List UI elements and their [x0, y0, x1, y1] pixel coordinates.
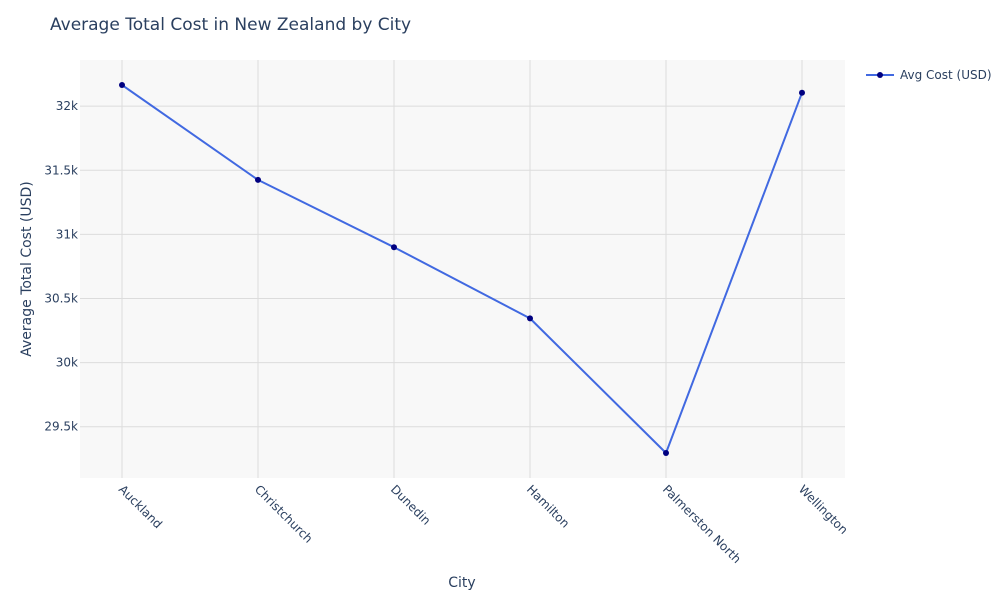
x-axis-ticks: Auckland Christchurch Dunedin Hamilton Palme… [116, 482, 851, 566]
x-axis-title: City [448, 575, 475, 591]
x-tick-label: Auckland [116, 482, 165, 531]
x-tick-label: Wellington [796, 482, 851, 537]
data-point[interactable] [255, 176, 261, 183]
chart-title: Average Total Cost in New Zealand by Cit… [50, 15, 411, 35]
legend-label: Avg Cost (USD) [900, 68, 992, 82]
y-tick-label: 30.5k [44, 291, 78, 305]
y-tick-label: 29.5k [44, 420, 78, 434]
data-point[interactable] [799, 89, 805, 96]
plot-area [80, 60, 845, 478]
x-tick-label: Palmerston North [660, 482, 744, 566]
data-point[interactable] [119, 82, 125, 89]
grid [80, 60, 845, 478]
y-tick-label: 31k [56, 227, 78, 241]
y-tick-label: 32k [56, 99, 78, 113]
data-point[interactable] [527, 315, 533, 322]
x-tick-label: Dunedin [388, 482, 434, 528]
y-axis-title: Average Total Cost (USD) [19, 181, 35, 357]
y-tick-label: 31.5k [44, 163, 78, 177]
x-tick-label: Christchurch [252, 482, 316, 546]
data-point[interactable] [391, 244, 397, 251]
legend-marker-swatch [877, 72, 883, 78]
data-point[interactable] [663, 449, 669, 456]
legend[interactable]: Avg Cost (USD) [866, 68, 992, 82]
series-layer [119, 82, 805, 456]
x-tick-label: Hamilton [524, 482, 572, 530]
series-line [121, 84, 803, 454]
y-tick-label: 30k [56, 356, 78, 370]
y-axis-ticks: 29.5k 30k 30.5k 31k 31.5k 32k [44, 99, 78, 434]
